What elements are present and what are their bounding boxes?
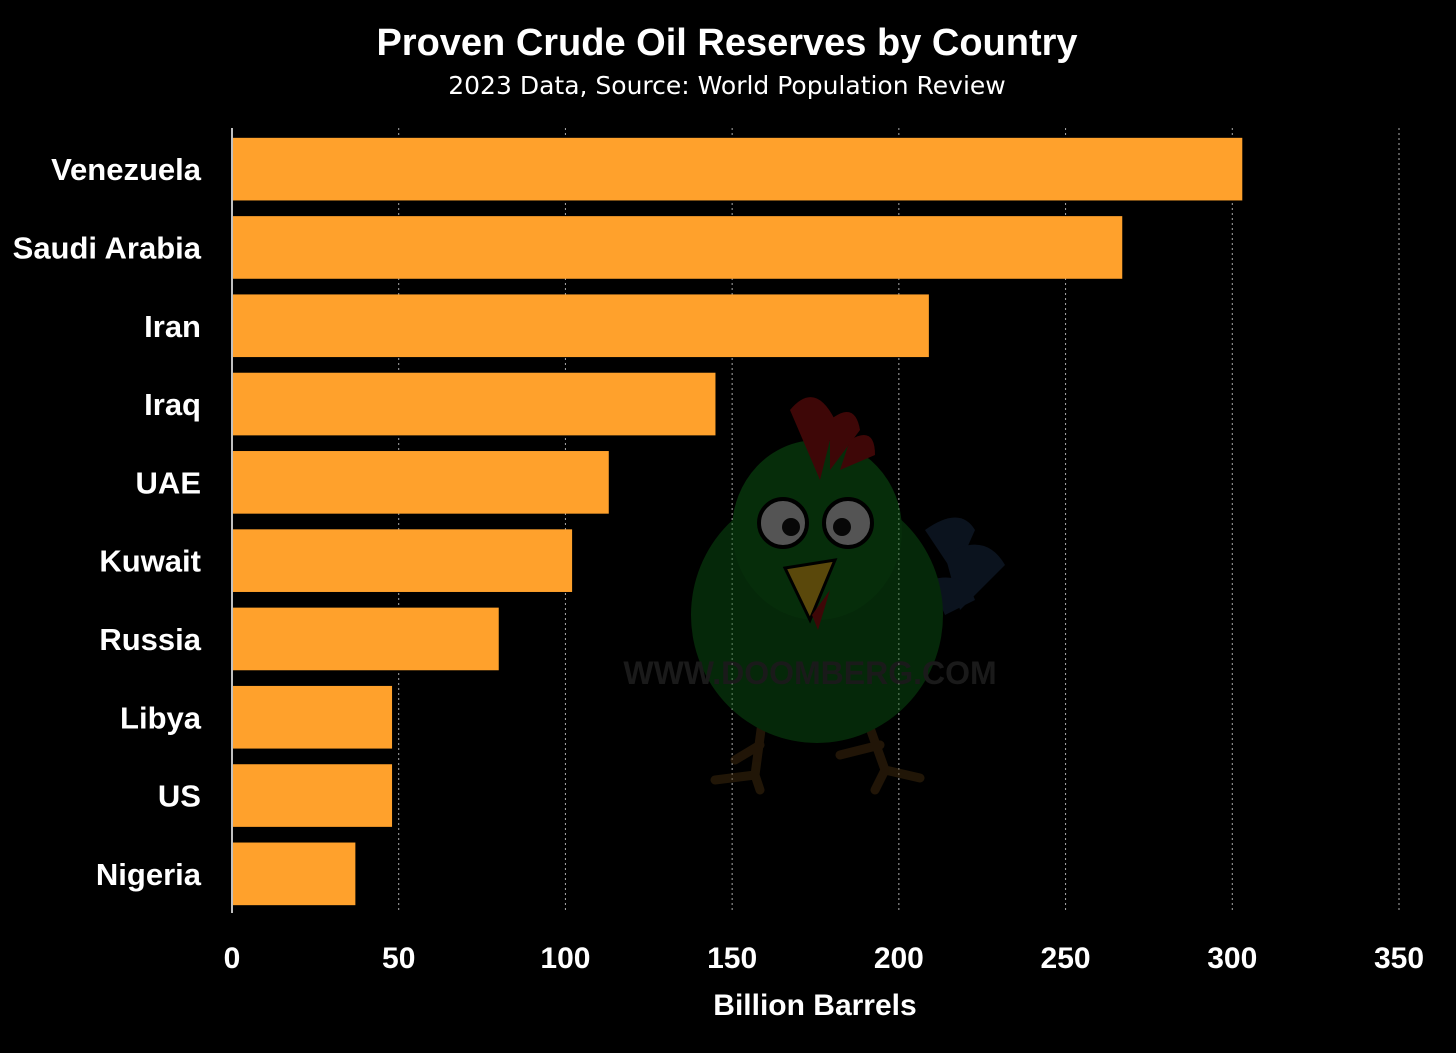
bar-nigeria [233, 842, 356, 906]
x-tick-label-300: 300 [1207, 942, 1257, 975]
category-label-nigeria: Nigeria [96, 857, 202, 892]
doomberg-logo-watermark: WWW.DOOMBERG.COM [623, 397, 1005, 795]
bar-venezuela [233, 137, 1243, 201]
bar-iraq [233, 372, 716, 436]
bar-uae [233, 451, 609, 514]
x-tick-label-0: 0 [224, 942, 241, 975]
bar-libya [233, 685, 393, 749]
category-label-uae: UAE [136, 465, 201, 500]
x-tick-label-350: 350 [1374, 942, 1424, 975]
category-label-libya: Libya [120, 700, 202, 735]
chart-subtitle: 2023 Data, Source: World Population Revi… [448, 71, 1005, 100]
x-tick-label-150: 150 [707, 942, 757, 975]
bars [233, 137, 1243, 906]
category-labels: Venezuela Saudi Arabia Iran Iraq UAE Kuwait Ru… [13, 152, 202, 892]
category-label-kuwait: Kuwait [99, 544, 201, 579]
x-axis-title: Billion Barrels [713, 989, 916, 1022]
x-tick-label-50: 50 [382, 942, 415, 975]
category-label-saudi-arabia: Saudi Arabia [13, 230, 202, 265]
bar-us [233, 764, 393, 827]
category-label-iran: Iran [144, 309, 201, 344]
x-tick-label-250: 250 [1041, 942, 1091, 975]
chart-title: Proven Crude Oil Reserves by Country [376, 22, 1077, 64]
bar-russia [233, 607, 499, 671]
bar-iran [233, 294, 929, 358]
category-label-iraq: Iraq [144, 387, 201, 422]
x-tick-label-100: 100 [540, 942, 590, 975]
x-tick-labels: 0 50 100 150 200 250 300 350 [224, 942, 1424, 975]
bar-kuwait [233, 529, 573, 592]
category-label-venezuela: Venezuela [51, 152, 202, 187]
category-label-us: US [158, 779, 201, 814]
bar-saudi-arabia [233, 216, 1123, 279]
x-tick-label-200: 200 [874, 942, 924, 975]
watermark-text: WWW.DOOMBERG.COM [623, 655, 996, 691]
category-label-russia: Russia [99, 622, 201, 657]
